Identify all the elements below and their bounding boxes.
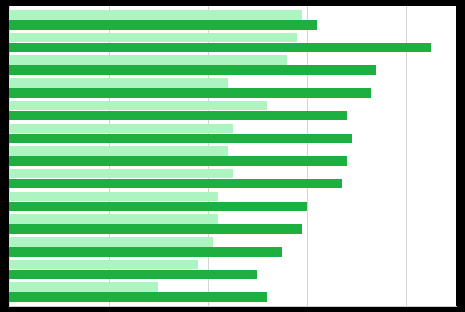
Bar (9, 20, 317, 30)
Bar (9, 247, 282, 256)
Bar (9, 33, 297, 42)
Bar (9, 111, 346, 120)
Bar (9, 101, 267, 110)
Bar (9, 214, 218, 224)
Bar (9, 282, 158, 292)
Bar (9, 78, 227, 88)
Bar (9, 10, 302, 20)
Bar (9, 224, 302, 234)
Bar (9, 88, 372, 98)
Bar (9, 292, 267, 302)
Bar (9, 156, 346, 166)
Bar (9, 260, 198, 269)
Bar (9, 66, 376, 75)
Bar (9, 237, 213, 246)
Bar (9, 146, 227, 156)
Bar (9, 270, 257, 279)
Bar (9, 124, 232, 133)
Bar (9, 192, 218, 201)
Bar (9, 202, 307, 211)
Bar (9, 134, 352, 143)
Bar (9, 179, 342, 188)
Bar (9, 43, 431, 52)
Bar (9, 169, 232, 178)
Bar (9, 56, 287, 65)
